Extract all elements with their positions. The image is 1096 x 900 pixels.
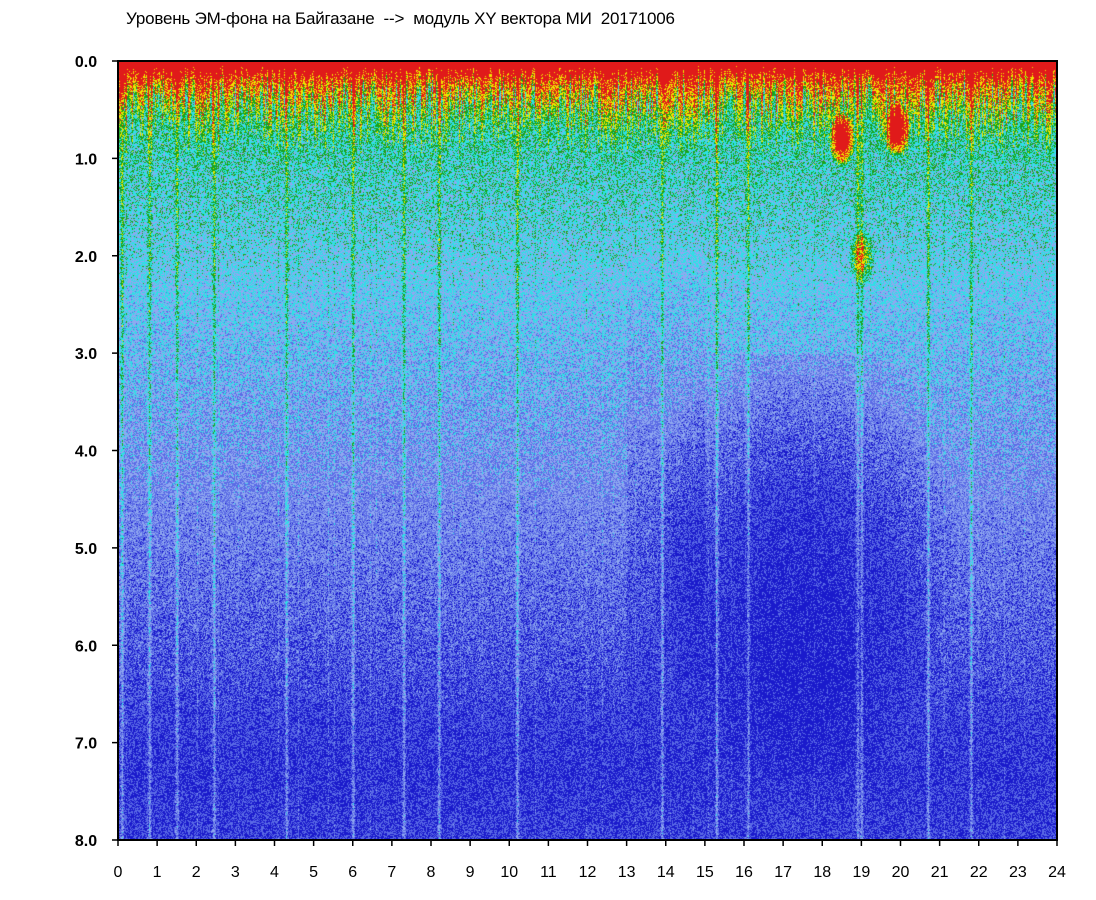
x-tick-label: 23 xyxy=(1009,864,1027,881)
x-tick-label: 10 xyxy=(500,864,518,881)
x-tick-label: 2 xyxy=(192,864,201,881)
x-tick-label: 6 xyxy=(348,864,357,881)
y-tick-label: 1.0 xyxy=(75,151,97,168)
chart-title: Уровень ЭМ-фона на Байгазане --> модуль … xyxy=(126,9,675,28)
y-tick-label: 4.0 xyxy=(75,444,97,461)
x-tick-label: 9 xyxy=(466,864,475,881)
x-tick-label: 8 xyxy=(427,864,436,881)
y-tick-label: 5.0 xyxy=(75,541,97,558)
x-tick-label: 4 xyxy=(270,864,279,881)
x-tick-label: 18 xyxy=(813,864,831,881)
y-tick-label: 8.0 xyxy=(75,833,97,850)
x-tick-label: 1 xyxy=(153,864,162,881)
x-tick-label: 3 xyxy=(231,864,240,881)
x-tick-label: 17 xyxy=(774,864,792,881)
x-tick-label: 14 xyxy=(657,864,675,881)
x-tick-label: 22 xyxy=(970,864,988,881)
x-tick-label: 20 xyxy=(892,864,910,881)
x-tick-label: 21 xyxy=(931,864,949,881)
heatmap-canvas xyxy=(118,61,1057,840)
plot-frame xyxy=(117,60,1058,841)
x-tick-label: 0 xyxy=(114,864,123,881)
y-tick-label: 6.0 xyxy=(75,638,97,655)
x-axis: 0 1 2 3 4 5 6 7 8 9 10 11 12 13 14 15 16 17 18 19 20 21 22 23 24 xyxy=(114,840,1066,881)
x-tick-label: 7 xyxy=(387,864,396,881)
x-tick-label: 16 xyxy=(735,864,753,881)
x-tick-label: 5 xyxy=(309,864,318,881)
x-tick-label: 12 xyxy=(579,864,597,881)
y-tick-label: 7.0 xyxy=(75,736,97,753)
plot-border xyxy=(117,60,1058,841)
x-tick-label: 13 xyxy=(618,864,636,881)
y-tick-label: 0.0 xyxy=(75,54,97,71)
x-tick-label: 24 xyxy=(1048,864,1066,881)
x-tick-label: 11 xyxy=(540,864,557,881)
y-tick-label: 2.0 xyxy=(75,249,97,266)
y-axis: 0.0 1.0 2.0 3.0 4.0 5.0 6.0 7.0 8.0 xyxy=(75,54,118,850)
y-tick-label: 3.0 xyxy=(75,346,97,363)
x-tick-label: 15 xyxy=(696,864,714,881)
x-tick-label: 19 xyxy=(852,864,870,881)
